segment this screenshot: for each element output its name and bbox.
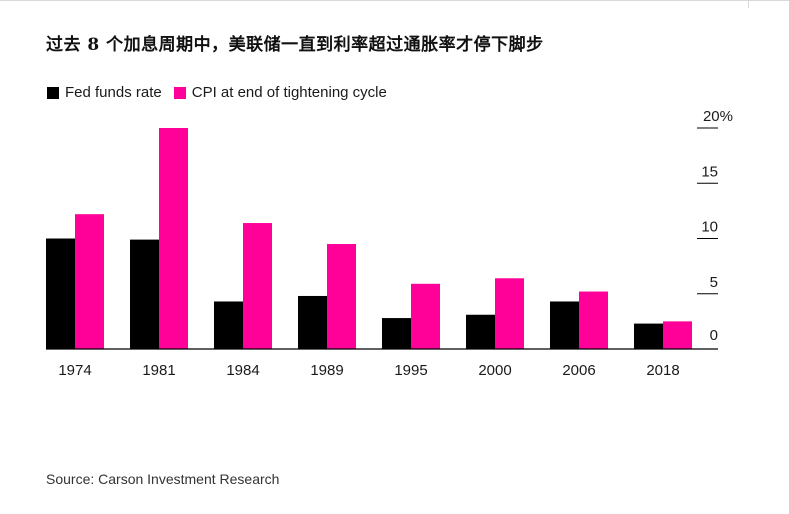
bar-cpi-2018 — [663, 321, 692, 349]
chart-legend: Fed funds rate CPI at end of tightening … — [47, 84, 399, 101]
frame-right-border — [748, 0, 749, 8]
bar-fed-1974 — [46, 238, 75, 349]
bar-cpi-1974 — [75, 214, 104, 349]
bar-fed-1981 — [130, 239, 159, 349]
bar-cpi-1984 — [243, 223, 272, 349]
source-note: Source: Carson Investment Research — [46, 471, 280, 487]
bar-fed-2000 — [466, 314, 495, 349]
legend-label-cpi: CPI at end of tightening cycle — [191, 84, 387, 101]
x-tick-label-1989: 1989 — [310, 362, 343, 379]
bar-fed-2018 — [634, 323, 663, 349]
bar-fed-1989 — [298, 295, 327, 349]
legend-swatch-cpi — [173, 86, 186, 99]
bar-cpi-2000 — [495, 278, 524, 349]
bar-fed-2006 — [550, 301, 579, 349]
bar-cpi-2006 — [579, 291, 608, 349]
frame-top-border — [0, 0, 789, 1]
x-tick-label-2018: 2018 — [646, 362, 679, 379]
x-tick-label-2006: 2006 — [562, 362, 595, 379]
bar-cpi-1981 — [159, 128, 188, 349]
y-tick-label-5: 5 — [710, 274, 718, 291]
bar-cpi-1995 — [411, 283, 440, 349]
bar-fed-1995 — [382, 318, 411, 349]
legend-item-cpi: CPI at end of tightening cycle — [173, 84, 387, 101]
legend-label-fed: Fed funds rate — [65, 84, 162, 101]
legend-swatch-fed — [47, 86, 59, 99]
y-tick-label-0: 0 — [710, 327, 718, 344]
y-tick-label-10: 10 — [701, 219, 718, 236]
y-tick-label-15: 15 — [701, 163, 718, 180]
bar-fed-1984 — [214, 301, 243, 349]
x-tick-label-1995: 1995 — [394, 362, 427, 379]
legend-item-fed: Fed funds rate — [47, 84, 162, 101]
y-tick-label-20: 20% — [703, 108, 733, 125]
x-tick-label-1974: 1974 — [58, 362, 91, 379]
x-tick-label-2000: 2000 — [478, 362, 511, 379]
x-tick-label-1984: 1984 — [226, 362, 259, 379]
bar-cpi-1989 — [327, 244, 356, 349]
chart-title: 过去 8 个加息周期中，美联储一直到利率超过通胀率才停下脚步 — [46, 35, 544, 55]
x-tick-label-1981: 1981 — [142, 362, 175, 379]
